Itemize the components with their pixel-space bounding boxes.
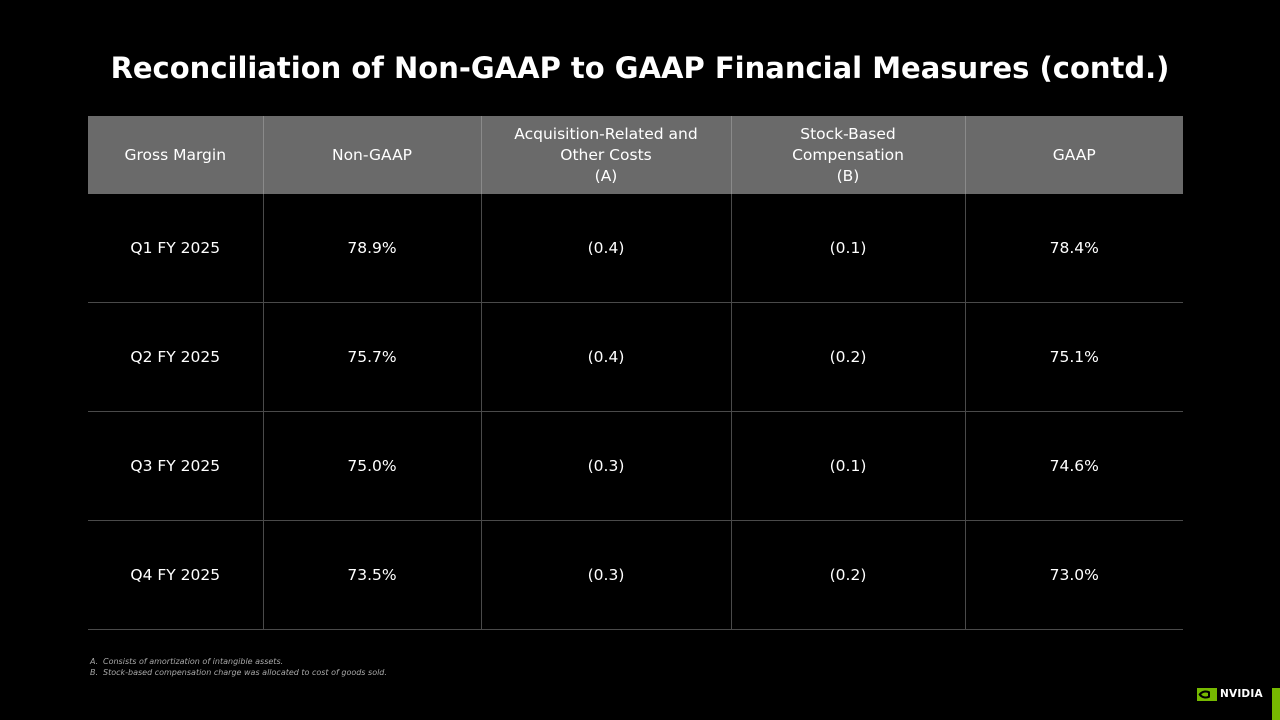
logo-text: NVIDIA: [1220, 688, 1263, 700]
cell-gaap: 78.4%: [964, 194, 1183, 303]
footnote-text: Stock-based compensation charge was allo…: [103, 668, 387, 677]
header-line: (A): [594, 166, 618, 185]
cell-non-gaap: 75.0%: [262, 411, 481, 521]
header-line: GAAP: [1052, 145, 1096, 164]
accent-corner-bar: [1272, 688, 1280, 720]
cell-gaap: 73.0%: [964, 520, 1183, 630]
cell-non-gaap: 73.5%: [262, 520, 481, 630]
cell-period: Q3 FY 2025: [88, 411, 263, 521]
footnote: A. Consists of amortization of intangible…: [90, 656, 387, 667]
header-line: Other Costs: [560, 145, 652, 164]
table-row: Q1 FY 2025 78.9% (0.4) (0.1) 78.4%: [88, 194, 1183, 303]
header-stock-based-compensation: Stock-Based Compensation (B): [730, 116, 965, 194]
cell-period: Q2 FY 2025: [88, 302, 263, 412]
header-line: Acquisition-Related and: [514, 124, 698, 143]
cell-acquisition-related: (0.4): [480, 302, 731, 412]
header-line: Stock-Based: [800, 124, 896, 143]
reconciliation-table: Gross Margin Non-GAAP Acquisition-Relate…: [88, 116, 1183, 630]
header-line: (B): [836, 166, 860, 185]
cell-acquisition-related: (0.3): [480, 520, 731, 630]
cell-acquisition-related: (0.3): [480, 411, 731, 521]
cell-non-gaap: 75.7%: [262, 302, 481, 412]
cell-stock-based-compensation: (0.1): [730, 411, 965, 521]
header-acquisition-related: Acquisition-Related and Other Costs (A): [480, 116, 731, 194]
header-line: Non-GAAP: [331, 145, 413, 164]
cell-gaap: 75.1%: [964, 302, 1183, 412]
cell-acquisition-related: (0.4): [480, 194, 731, 303]
header-non-gaap: Non-GAAP: [262, 116, 481, 194]
cell-stock-based-compensation: (0.1): [730, 194, 965, 303]
footnote-text: Consists of amortization of intangible a…: [103, 657, 284, 666]
nvidia-logo: NVIDIA: [1197, 686, 1263, 702]
cell-non-gaap: 78.9%: [262, 194, 481, 303]
table-row: Q3 FY 2025 75.0% (0.3) (0.1) 74.6%: [88, 411, 1183, 521]
table-row: Q2 FY 2025 75.7% (0.4) (0.2) 75.1%: [88, 302, 1183, 412]
footnote-key: A.: [90, 657, 99, 666]
header-line: Compensation: [792, 145, 904, 164]
nvidia-eye-icon: [1197, 687, 1217, 701]
page-title: Reconciliation of Non-GAAP to GAAP Finan…: [110, 51, 1170, 85]
cell-period: Q1 FY 2025: [88, 194, 263, 303]
footnote: B. Stock-based compensation charge was al…: [90, 667, 387, 678]
header-line: Gross Margin: [124, 145, 227, 164]
header-gross-margin: Gross Margin: [88, 116, 263, 194]
cell-gaap: 74.6%: [964, 411, 1183, 521]
cell-stock-based-compensation: (0.2): [730, 302, 965, 412]
table-row: Q4 FY 2025 73.5% (0.3) (0.2) 73.0%: [88, 520, 1183, 630]
header-gaap: GAAP: [964, 116, 1183, 194]
cell-period: Q4 FY 2025: [88, 520, 263, 630]
cell-stock-based-compensation: (0.2): [730, 520, 965, 630]
footnote-key: B.: [90, 668, 99, 677]
table-header-row: Gross Margin Non-GAAP Acquisition-Relate…: [88, 116, 1183, 194]
footnotes: A. Consists of amortization of intangible…: [90, 656, 387, 678]
